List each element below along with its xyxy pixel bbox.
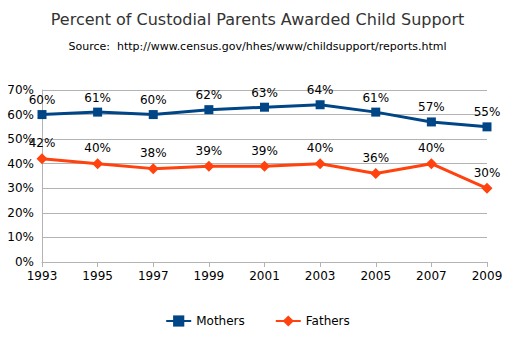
- svg-text:0%: 0%: [15, 255, 34, 269]
- svg-text:60%: 60%: [140, 93, 167, 107]
- svg-text:61%: 61%: [362, 91, 389, 105]
- svg-text:2007: 2007: [416, 269, 447, 283]
- svg-text:64%: 64%: [307, 83, 334, 97]
- svg-text:60%: 60%: [7, 108, 34, 122]
- svg-text:2001: 2001: [249, 269, 280, 283]
- svg-text:55%: 55%: [474, 105, 501, 119]
- svg-text:Percent of Custodial Parents A: Percent of Custodial Parents Awarded Chi…: [51, 10, 465, 29]
- svg-text:30%: 30%: [474, 166, 501, 180]
- svg-text:63%: 63%: [251, 86, 278, 100]
- svg-text:20%: 20%: [7, 206, 34, 220]
- svg-text:60%: 60%: [29, 93, 56, 107]
- svg-text:38%: 38%: [140, 146, 167, 160]
- svg-text:70%: 70%: [7, 83, 34, 97]
- svg-text:40%: 40%: [7, 157, 34, 171]
- svg-text:1997: 1997: [138, 269, 169, 283]
- svg-text:Source: http://www.census.gov: Source: http://www.census.gov/hhes/www/c…: [68, 40, 446, 53]
- svg-text:61%: 61%: [84, 91, 111, 105]
- svg-text:2009: 2009: [472, 269, 503, 283]
- svg-text:2003: 2003: [305, 269, 336, 283]
- svg-text:40%: 40%: [418, 141, 445, 155]
- svg-text:Fathers: Fathers: [306, 314, 350, 328]
- svg-text:1999: 1999: [194, 269, 225, 283]
- svg-text:40%: 40%: [307, 141, 334, 155]
- svg-text:57%: 57%: [418, 100, 445, 114]
- svg-text:Mothers: Mothers: [196, 314, 245, 328]
- svg-text:30%: 30%: [7, 181, 34, 195]
- svg-text:39%: 39%: [196, 144, 223, 158]
- svg-text:1995: 1995: [82, 269, 113, 283]
- svg-text:2005: 2005: [360, 269, 391, 283]
- svg-text:10%: 10%: [7, 230, 34, 244]
- svg-text:39%: 39%: [251, 144, 278, 158]
- svg-text:50%: 50%: [7, 132, 34, 147]
- svg-text:40%: 40%: [84, 141, 111, 155]
- svg-text:36%: 36%: [362, 151, 389, 165]
- svg-text:1993: 1993: [27, 269, 58, 283]
- svg-text:62%: 62%: [196, 88, 223, 102]
- svg-text:42%: 42%: [29, 136, 56, 150]
